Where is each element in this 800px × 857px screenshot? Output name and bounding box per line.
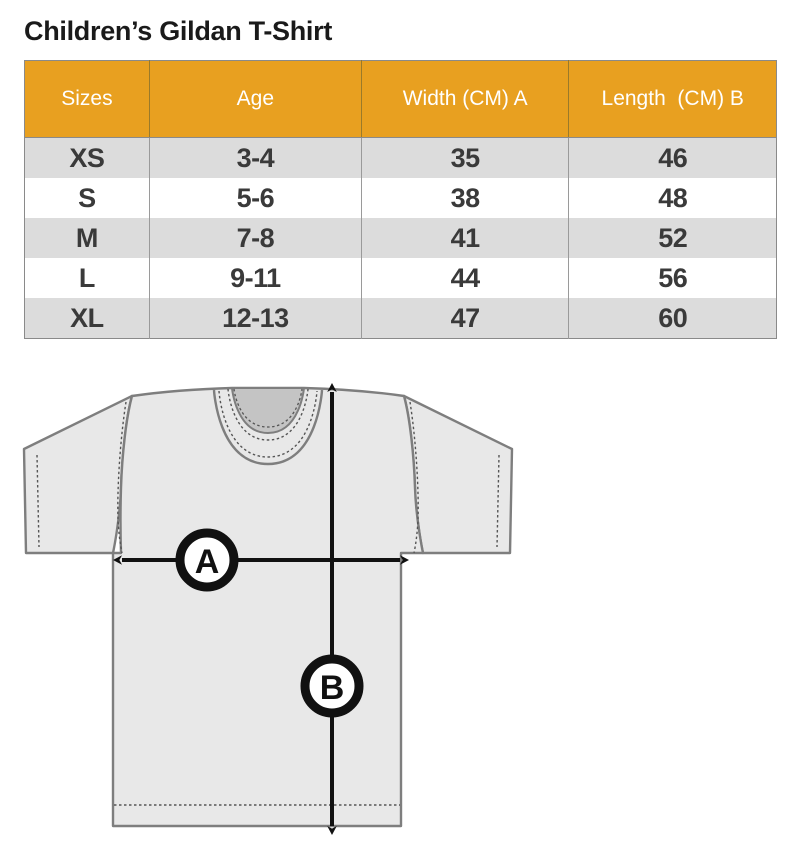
table-row: S 5-6 38 48 bbox=[24, 178, 777, 218]
cell-width: 41 bbox=[361, 218, 570, 258]
column-header-length: Length (CM) B bbox=[568, 60, 777, 138]
shirt-body-shape bbox=[111, 386, 425, 828]
collar-band-shape bbox=[212, 389, 324, 466]
table-row: XS 3-4 35 46 bbox=[24, 137, 777, 178]
right-armhole-seam bbox=[409, 401, 419, 554]
right-sleeve-shape bbox=[402, 394, 514, 555]
column-header-sizes: Sizes bbox=[24, 60, 150, 138]
left-armhole-seam bbox=[117, 401, 127, 554]
column-header-age: Age bbox=[149, 60, 362, 138]
cell-size: XL bbox=[24, 298, 150, 339]
table-body: XS 3-4 35 46 S 5-6 38 48 M 7-8 41 52 L 9… bbox=[24, 137, 777, 339]
size-chart-table: Sizes Age Width (CM) A Length (CM) B XS … bbox=[24, 60, 777, 339]
table-row: L 9-11 44 56 bbox=[24, 258, 777, 298]
marker-a: A bbox=[175, 528, 239, 592]
collar-stitch-outer bbox=[218, 390, 318, 458]
collar-stitch-inner bbox=[227, 388, 309, 441]
marker-a-circle bbox=[175, 528, 239, 592]
t-shirt-diagram: A B bbox=[0, 370, 800, 857]
cell-size: S bbox=[24, 178, 150, 218]
cell-age: 12-13 bbox=[149, 298, 362, 339]
cell-age: 3-4 bbox=[149, 137, 362, 178]
table-row: M 7-8 41 52 bbox=[24, 218, 777, 258]
left-sleeve-shape bbox=[22, 394, 134, 555]
left-sleeve-hem-stitch bbox=[36, 454, 40, 548]
cell-size: L bbox=[24, 258, 150, 298]
measurement-arrows-group bbox=[113, 383, 409, 835]
size-chart-container: Sizes Age Width (CM) A Length (CM) B XS … bbox=[24, 60, 777, 339]
marker-b-circle bbox=[300, 654, 364, 718]
cell-size: XS bbox=[24, 137, 150, 178]
table-row: XL 12-13 47 60 bbox=[24, 298, 777, 339]
cell-age: 5-6 bbox=[149, 178, 362, 218]
collar-stitch-neck bbox=[233, 388, 303, 428]
cell-length: 56 bbox=[568, 258, 777, 298]
cell-age: 9-11 bbox=[149, 258, 362, 298]
column-header-width: Width (CM) A bbox=[361, 60, 570, 138]
table-header: Sizes Age Width (CM) A Length (CM) B bbox=[24, 60, 777, 138]
marker-b: B bbox=[300, 654, 364, 718]
marker-b-label: B bbox=[320, 669, 345, 707]
header-row: Sizes Age Width (CM) A Length (CM) B bbox=[24, 60, 777, 138]
cell-length: 46 bbox=[568, 137, 777, 178]
cell-length: 48 bbox=[568, 178, 777, 218]
cell-length: 52 bbox=[568, 218, 777, 258]
cell-width: 38 bbox=[361, 178, 570, 218]
marker-a-label: A bbox=[195, 543, 220, 581]
page-title: Children’s Gildan T-Shirt bbox=[24, 16, 333, 46]
cell-width: 47 bbox=[361, 298, 570, 339]
right-sleeve-hem-stitch bbox=[496, 454, 500, 548]
cell-length: 60 bbox=[568, 298, 777, 339]
cell-width: 35 bbox=[361, 137, 570, 178]
shirt-outline-group bbox=[22, 386, 514, 828]
cell-width: 44 bbox=[361, 258, 570, 298]
cell-size: M bbox=[24, 218, 150, 258]
cell-age: 7-8 bbox=[149, 218, 362, 258]
